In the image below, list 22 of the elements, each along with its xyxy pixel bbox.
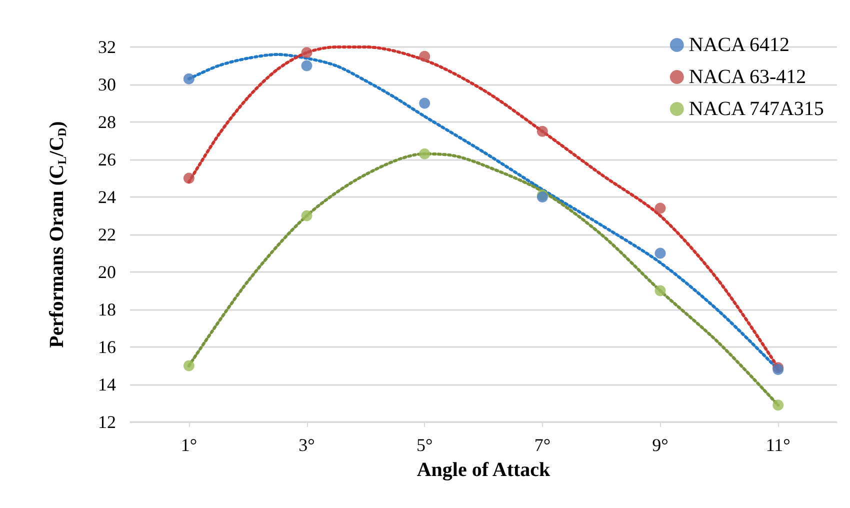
y-axis-title: Performans Oranı (CL/CD) [46, 121, 69, 348]
y-tick-label: 32 [98, 37, 116, 57]
x-tick-label: 1° [180, 435, 198, 455]
y-tick-label: 24 [98, 187, 116, 207]
y-tick-label: 26 [98, 150, 116, 170]
x-tick-label: 3° [298, 435, 315, 455]
x-tick-label: 9° [652, 435, 668, 455]
legend-label: NACA 747A315 [688, 98, 824, 120]
y-tick-label: 22 [98, 224, 116, 244]
y-tick-label: 12 [98, 412, 116, 432]
y-tick-label: 18 [98, 300, 116, 320]
x-axis-title: Angle of Attack [416, 459, 552, 481]
x-tick-label: 5° [416, 435, 433, 455]
x-tick-label: 11° [766, 435, 790, 455]
y-tick-label: 30 [98, 74, 116, 94]
y-tick-label: 14 [98, 374, 116, 394]
y-tick-label: 16 [98, 337, 116, 357]
legend-label: NACA 6412 [688, 34, 790, 56]
legend-label: NACA 63-412 [688, 66, 806, 88]
x-tick-label: 7° [534, 435, 551, 455]
y-tick-label: 20 [98, 262, 116, 282]
y-tick-label: 28 [98, 112, 116, 132]
